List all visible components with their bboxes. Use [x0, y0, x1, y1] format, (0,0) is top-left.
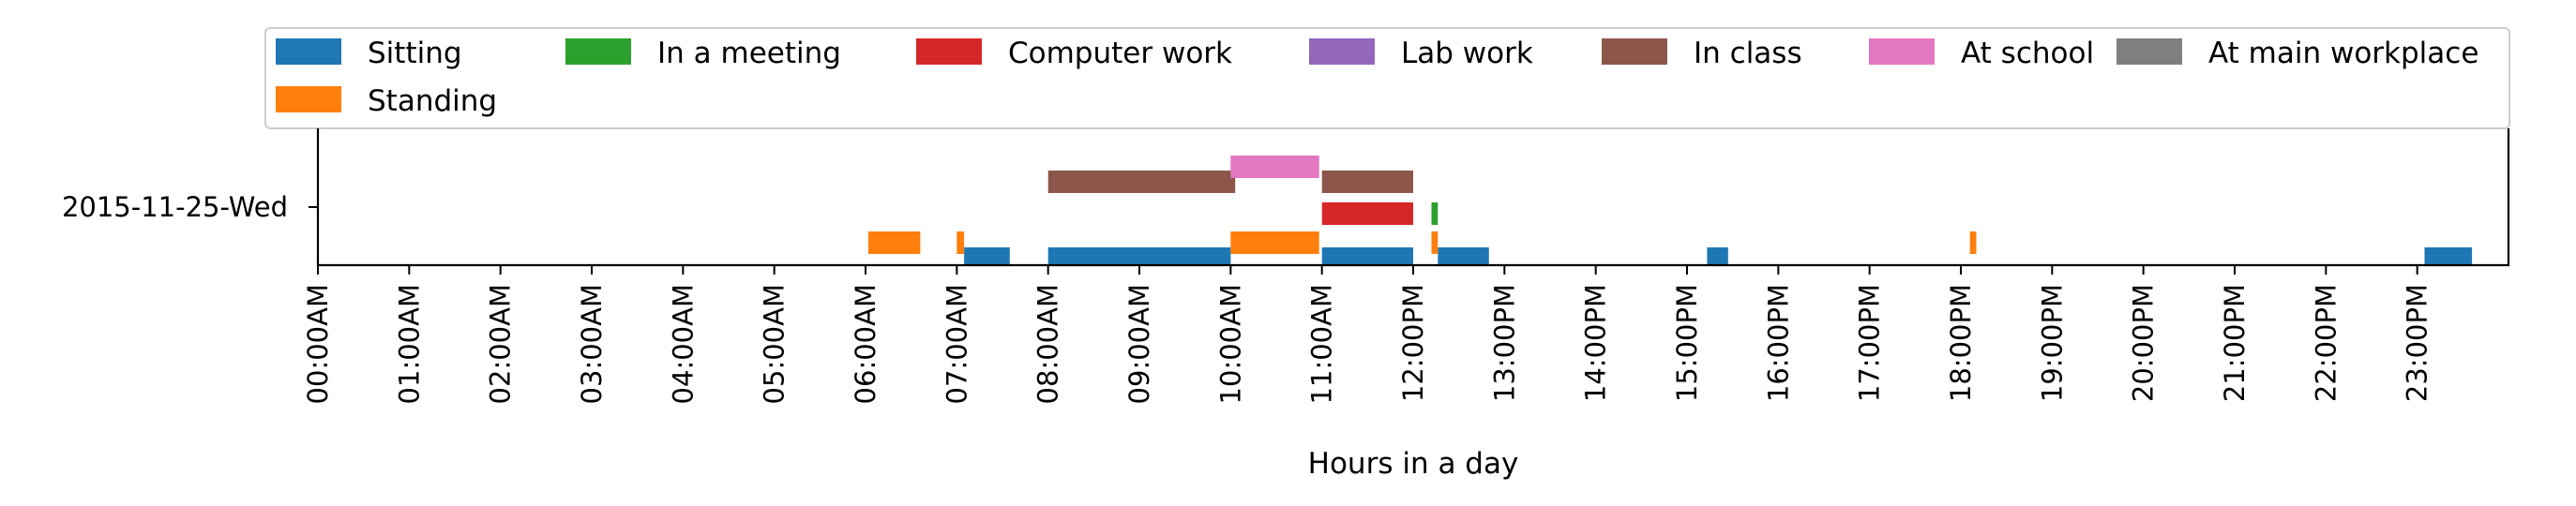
x-tick-label: 11:00AM [1306, 284, 1338, 404]
x-tick-label: 13:00PM [1488, 284, 1520, 402]
x-tick-label: 06:00AM [850, 284, 881, 404]
x-tick-label: 12:00PM [1397, 284, 1429, 402]
legend-item-standing: Standing [276, 84, 497, 118]
x-tick-label: 17:00PM [1854, 284, 1886, 402]
x-tick-label: 04:00AM [667, 284, 699, 404]
x-tick-label: 16:00PM [1762, 284, 1794, 402]
legend-swatch [276, 86, 341, 112]
date-label: 2015-11-25-Wed [62, 191, 288, 223]
bar-sitting-0 [964, 247, 1010, 265]
legend-label: At main workplace [2208, 37, 2478, 70]
legend-label: In class [1694, 37, 1802, 70]
bar-standing-0 [867, 231, 921, 254]
x-tick-label: 23:00PM [2402, 284, 2433, 402]
bar-sitting-1 [1047, 247, 1231, 265]
x-axis-title: Hours in a day [1308, 447, 1519, 481]
x-tick-label: 05:00AM [759, 284, 791, 404]
legend-item-computer-work: Computer work [916, 37, 1232, 70]
bar-sitting-4 [1707, 247, 1728, 265]
x-tick-label: 18:00PM [1945, 284, 1977, 402]
legend-item-at-main-workplace: At main workplace [2117, 37, 2478, 70]
bar-in-class-1 [1321, 171, 1413, 193]
x-tick-label: 07:00AM [941, 284, 972, 404]
bar-standing-2 [1230, 231, 1319, 254]
x-tick-label: 15:00PM [1671, 284, 1703, 402]
legend-item-lab-work: Lab work [1309, 37, 1533, 70]
legend-swatch [2117, 38, 2182, 65]
x-tick-label: 22:00PM [2310, 284, 2342, 402]
bar-computer-work-0 [1321, 202, 1413, 225]
legend-swatch [565, 38, 631, 65]
x-tick-label: 20:00PM [2128, 284, 2160, 402]
legend-label: Computer work [1008, 37, 1232, 70]
legend-swatch [276, 38, 341, 65]
bar-sitting-2 [1321, 247, 1413, 265]
bar-at-school-0 [1230, 156, 1319, 178]
bar-in-class-0 [1047, 171, 1236, 193]
legend-label: In a meeting [657, 37, 841, 70]
x-tick-label: 14:00PM [1580, 284, 1612, 402]
legend-item-in-a-meeting: In a meeting [565, 37, 841, 70]
x-tick-label: 09:00AM [1123, 284, 1155, 404]
x-tick-label: 21:00PM [2219, 284, 2251, 402]
plot-area: 00:00AM 01:00AM 02:00AM 03:00AM 04:00AM 05:00… [62, 128, 2510, 481]
legend-label: Sitting [368, 37, 462, 70]
legend-item-sitting: Sitting [276, 37, 462, 70]
legend-item-in-class: In class [1602, 37, 1802, 70]
x-tick-label: 10:00AM [1214, 284, 1246, 404]
legend-swatch [1602, 38, 1667, 65]
bar-in-a-meeting-0 [1431, 202, 1439, 225]
x-tick-label: 01:00AM [393, 284, 425, 404]
x-tick-label: 02:00AM [485, 284, 517, 404]
bar-sitting-5 [2424, 247, 2473, 265]
chart-legend: Sitting In a meeting Computer work Lab work… [264, 27, 2510, 129]
legend-label: At school [1961, 37, 2094, 70]
legend-swatch [1869, 38, 1935, 65]
legend-label: Standing [368, 84, 497, 118]
x-tick-label: 00:00AM [302, 284, 334, 404]
legend-frame [264, 27, 2510, 129]
bar-standing-1 [957, 231, 965, 254]
x-tick-label: 08:00AM [1032, 284, 1064, 404]
x-tick-label: 03:00AM [576, 284, 608, 404]
legend-item-at-school: At school [1869, 37, 2094, 70]
x-tick-label: 19:00PM [2036, 284, 2068, 402]
legend-swatch [916, 38, 982, 65]
bar-standing-4 [1969, 231, 1977, 254]
bar-standing-3 [1431, 231, 1439, 254]
legend-label: Lab work [1401, 37, 1533, 70]
legend-swatch [1309, 38, 1375, 65]
bar-sitting-3 [1438, 247, 1489, 265]
